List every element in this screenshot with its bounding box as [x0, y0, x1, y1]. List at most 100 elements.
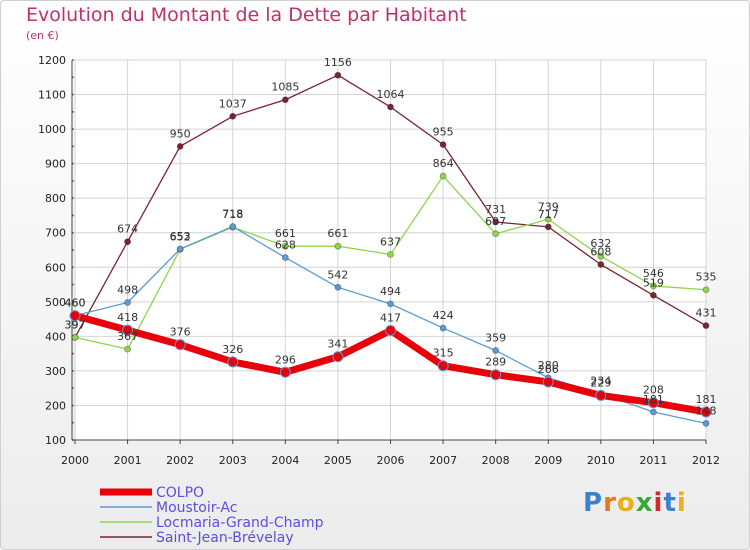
logo-letter: P — [583, 488, 604, 518]
data-label: 326 — [222, 343, 243, 356]
data-point — [650, 282, 657, 290]
data-point — [281, 254, 289, 262]
chart-title: Evolution du Montant de la Dette par Hab… — [26, 4, 467, 26]
y-tick-label: 200 — [45, 399, 66, 412]
data-label: 1064 — [377, 88, 405, 101]
data-label: 535 — [696, 271, 717, 284]
logo-letter: i — [676, 488, 687, 518]
data-label: 397 — [65, 318, 86, 331]
data-label: 731 — [485, 203, 506, 216]
data-label: 359 — [485, 332, 506, 345]
data-point — [597, 261, 605, 268]
y-tick-label: 600 — [45, 261, 66, 274]
data-label: 289 — [485, 356, 506, 369]
data-label: 717 — [538, 208, 559, 221]
data-point — [439, 141, 447, 149]
data-label: 460 — [65, 297, 86, 310]
x-tick-label: 2010 — [587, 454, 615, 467]
legend-label: COLPO — [156, 485, 204, 501]
chart-subtitle: (en €) — [26, 29, 59, 42]
y-tick-label: 900 — [45, 158, 66, 171]
data-label: 424 — [433, 309, 454, 322]
data-label: 296 — [275, 353, 296, 366]
data-point — [124, 345, 131, 353]
data-point — [334, 283, 342, 291]
data-label: 608 — [590, 246, 611, 259]
data-label: 417 — [380, 311, 401, 324]
logo-letter: r — [603, 488, 617, 518]
axes: 100 200 300 400 500 600 700 800 900 1000 1100 1200 2… — [38, 54, 720, 467]
data-point — [385, 324, 396, 336]
x-tick-label: 2009 — [534, 454, 562, 467]
y-tick-label: 300 — [45, 365, 66, 378]
data-label: 661 — [275, 227, 296, 240]
data-label: 315 — [433, 347, 454, 360]
data-label: 739 — [538, 200, 559, 213]
x-tick-label: 2007 — [429, 454, 457, 467]
data-point — [69, 310, 81, 322]
x-tick-label: 2001 — [114, 454, 142, 467]
data-label: 431 — [696, 307, 717, 320]
data-label: 460 — [65, 297, 86, 310]
data-point — [227, 356, 239, 368]
x-tick-label: 2012 — [692, 454, 720, 467]
data-point — [229, 112, 237, 120]
y-tick-label: 1100 — [38, 89, 66, 102]
data-point — [439, 324, 447, 332]
data-point — [122, 324, 134, 336]
data-point — [437, 360, 449, 372]
data-label: 637 — [380, 235, 401, 248]
data-point — [492, 230, 500, 238]
x-tick-label: 2011 — [639, 454, 667, 467]
data-label: 718 — [222, 208, 243, 221]
data-label: 181 — [696, 393, 717, 406]
data-point — [387, 103, 394, 111]
data-point — [387, 251, 394, 258]
data-label: 864 — [433, 157, 454, 170]
logo-letter: o — [616, 488, 636, 518]
data-label: 632 — [590, 237, 611, 250]
x-tick-label: 2006 — [377, 454, 405, 467]
data-point — [595, 389, 607, 401]
data-point — [702, 420, 710, 427]
data-point — [332, 351, 344, 363]
data-label: 542 — [327, 268, 348, 281]
data-point — [700, 406, 712, 418]
legend: COLPOMoustoir-AcLocmaria-Grand-ChampSain… — [100, 485, 324, 546]
y-tick-label: 400 — [45, 330, 66, 343]
data-point — [281, 96, 289, 104]
data-point — [544, 215, 552, 223]
data-label: 955 — [433, 126, 454, 139]
data-label: 652 — [170, 230, 191, 243]
data-point — [176, 142, 184, 150]
data-label: 498 — [117, 284, 138, 297]
data-label: 653 — [170, 230, 191, 243]
data-point — [650, 291, 657, 299]
data-label: 208 — [643, 384, 664, 397]
data-label: 181 — [643, 393, 664, 406]
data-label: 950 — [170, 127, 191, 140]
data-point — [124, 299, 131, 306]
data-point — [544, 223, 552, 231]
data-label: 674 — [117, 223, 138, 236]
data-point — [229, 223, 237, 230]
data-label: 494 — [380, 285, 401, 298]
data-label: 628 — [275, 239, 296, 252]
logo-letter: x — [635, 488, 654, 518]
data-point — [279, 366, 291, 378]
data-point — [334, 242, 342, 250]
data-point — [702, 322, 710, 330]
data-label: 519 — [643, 276, 664, 289]
grid — [74, 59, 707, 441]
data-label: 376 — [170, 326, 191, 339]
y-tick-label: 100 — [45, 434, 66, 447]
data-point — [702, 286, 710, 294]
data-label: 546 — [643, 267, 664, 280]
x-tick-label: 2000 — [61, 454, 89, 467]
y-tick-label: 800 — [45, 192, 66, 205]
data-point — [597, 252, 605, 260]
y-tick-label: 500 — [45, 296, 66, 309]
data-point — [71, 333, 79, 341]
data-label: 234 — [590, 375, 611, 388]
